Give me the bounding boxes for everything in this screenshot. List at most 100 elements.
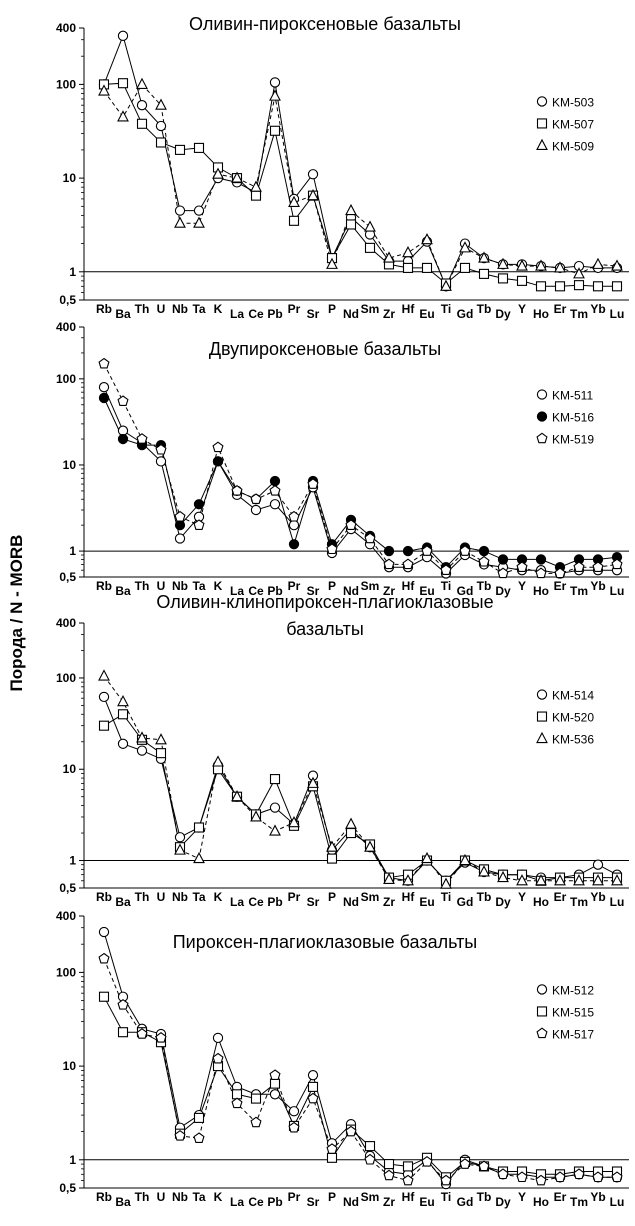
y-tick-label: 400 [56, 909, 76, 923]
data-point-KM-515 [250, 1093, 262, 1104]
data-point-KM-509 [611, 259, 623, 271]
legend-label: KM-509 [552, 139, 594, 153]
x-tick-label: U [157, 1190, 166, 1204]
legend-marker-KM-514 [536, 689, 548, 700]
x-tick-label: Nb [172, 302, 188, 316]
data-point-KM-517 [326, 1143, 338, 1154]
data-point-KM-515 [269, 1078, 281, 1089]
data-point-KM-519 [402, 558, 414, 570]
data-point-KM-516 [269, 475, 281, 487]
series-line-KM-509 [103, 83, 618, 288]
x-tick-label: Nd [343, 307, 359, 321]
data-point-KM-536 [136, 731, 148, 743]
data-point-KM-536 [288, 815, 300, 828]
data-point-KM-517 [402, 1174, 414, 1186]
data-point-KM-536 [326, 840, 338, 852]
x-tick-label: Ta [192, 1190, 205, 1204]
legend-marker-KM-511 [536, 389, 548, 400]
data-point-KM-507 [136, 118, 148, 129]
x-tick-label: Tb [477, 1190, 492, 1204]
chart-panel-3: 400 100 10 1 0,5 Rb Ba Th U Nb Ta K La Ce Pb Pr Sr P Nd Sm Z… [56, 592, 629, 909]
legend-marker-KM-536 [536, 731, 548, 744]
x-tick-label: Nb [172, 1190, 188, 1204]
data-point-KM-516 [383, 545, 395, 557]
data-point-KM-509 [554, 261, 566, 273]
data-point-KM-509 [573, 267, 585, 279]
data-point-KM-519 [573, 561, 585, 572]
legend-label: KM-511 [552, 389, 593, 403]
y-tick-label: 100 [56, 372, 76, 386]
series-line-KM-507 [103, 82, 617, 287]
data-point-KM-516 [212, 456, 224, 467]
data-point-KM-517 [611, 1171, 623, 1183]
data-point-KM-519 [193, 519, 205, 530]
y-tick-label: 10 [63, 1059, 77, 1073]
data-point-KM-536 [250, 810, 262, 822]
series-line-KM-516 [103, 397, 618, 568]
x-tick-label: Hf [402, 302, 416, 316]
x-tick-label: Th [135, 579, 150, 593]
x-tick-label: Zr [383, 1195, 395, 1209]
legend-label: KM-536 [552, 733, 594, 747]
x-tick-label: Ce [248, 307, 264, 321]
x-tick-label: Gd [457, 307, 474, 321]
legend-marker-KM-503 [536, 96, 548, 107]
x-tick-label: Yb [590, 1190, 605, 1204]
data-point-KM-517 [269, 1069, 281, 1080]
legend-marker-KM-512 [536, 984, 548, 995]
data-point-KM-517 [516, 1171, 528, 1183]
x-tick-label: Th [135, 1190, 150, 1204]
x-tick-label: P [328, 1190, 336, 1204]
data-point-KM-515 [383, 1159, 395, 1170]
x-tick-label: Nb [172, 579, 188, 593]
legend-label: KM-520 [552, 711, 594, 725]
x-tick-label: K [214, 1190, 223, 1204]
data-point-KM-519 [136, 433, 148, 444]
data-point-KM-503 [174, 205, 186, 216]
x-tick-label: Ti [441, 579, 451, 593]
x-tick-label: La [230, 895, 244, 909]
x-tick-label: La [230, 584, 244, 598]
data-point-KM-519 [326, 543, 338, 555]
x-tick-label: Dy [495, 1195, 511, 1209]
x-tick-label: Ce [248, 584, 264, 598]
x-tick-label: Ce [248, 895, 264, 909]
data-point-KM-516 [402, 545, 414, 557]
legend-marker-KM-516 [536, 411, 548, 422]
x-tick-label: Ba [115, 1195, 131, 1209]
data-point-KM-509 [459, 241, 471, 253]
y-tick-label: 400 [56, 320, 76, 334]
x-tick-label: Pr [288, 1190, 301, 1204]
x-tick-label: Ho [533, 584, 549, 598]
data-point-KM-509 [345, 203, 357, 216]
data-point-KM-517 [440, 1174, 452, 1186]
data-point-KM-509 [326, 257, 338, 269]
x-tick-label: Pb [267, 895, 282, 909]
x-tick-label: Ho [533, 307, 549, 321]
data-point-KM-519 [307, 478, 319, 489]
x-tick-label: Pr [288, 890, 301, 904]
data-point-KM-507 [288, 215, 300, 226]
data-point-KM-519 [535, 567, 547, 579]
series-line-KM-536 [103, 675, 617, 886]
x-tick-label: Er [554, 302, 567, 316]
y-tick-label: 10 [63, 762, 77, 776]
x-tick-label: Ba [115, 307, 131, 321]
data-point-KM-536 [402, 874, 414, 886]
data-point-KM-519 [345, 519, 357, 530]
data-point-KM-517 [98, 952, 110, 964]
x-tick-label: Tb [477, 579, 492, 593]
data-point-KM-516 [174, 520, 186, 531]
x-tick-label: Nb [172, 890, 188, 904]
data-point-KM-509 [497, 257, 509, 269]
x-tick-label: Ho [533, 895, 549, 909]
data-point-KM-520 [269, 774, 281, 785]
x-tick-label: Ta [192, 579, 205, 593]
data-point-KM-516 [288, 539, 300, 550]
data-point-KM-517 [155, 1032, 167, 1043]
legend-marker-KM-517 [536, 1027, 548, 1039]
x-tick-label: Sm [361, 890, 380, 904]
data-point-KM-517 [554, 1171, 566, 1183]
x-tick-label: Sr [307, 1195, 320, 1209]
data-point-KM-517 [592, 1171, 604, 1183]
